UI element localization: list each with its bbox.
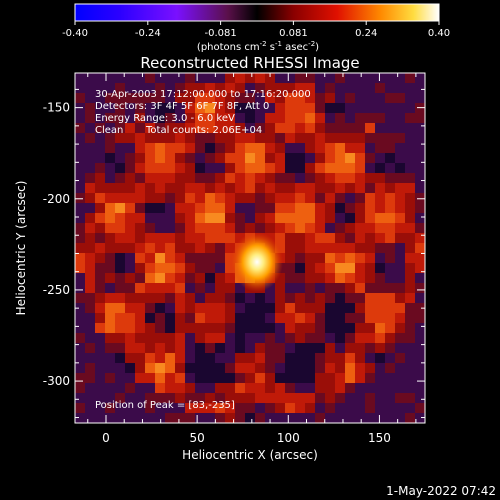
heatmap-image — [75, 73, 425, 423]
x-axis-label: Heliocentric X (arcsec) — [182, 448, 318, 462]
x-tick-label: 0 — [102, 431, 110, 445]
x-tick-label: 100 — [277, 431, 300, 445]
annotation-time: 30-Apr-2003 17:12:00.000 to 17:16:20.000 — [95, 89, 311, 100]
annotation-clean: Clean — [95, 125, 123, 136]
annotation-counts: Total counts: 2.06E+04 — [145, 125, 262, 136]
colorbar-tick-label: -0.24 — [135, 28, 161, 39]
colorbar-tick-label: 0.40 — [428, 28, 450, 39]
colorbar-units: (photons cm-2 s-1 asec-2) — [197, 40, 319, 53]
x-tick-label: 50 — [189, 431, 204, 445]
svg-text:(photons cm-2 s-1 asec-2): (photons cm-2 s-1 asec-2) — [197, 40, 319, 53]
annotations: 30-Apr-2003 17:12:00.000 to 17:16:20.000… — [95, 89, 311, 411]
chart-title: Reconstructed RHESSI Image — [140, 54, 359, 72]
annotation-peak: Position of Peak = [83,-235] — [95, 400, 235, 411]
y-tick-label: -300 — [43, 374, 70, 388]
colorbar-tick-label: 0.081 — [279, 28, 308, 39]
x-tick-label: 150 — [368, 431, 391, 445]
colorbar-tick-label: 0.24 — [355, 28, 377, 39]
peak-source — [231, 232, 283, 292]
colorbar-ticks: -0.40 -0.24 -0.081 0.081 0.24 0.40 — [62, 21, 450, 39]
timestamp: 1-May-2022 07:42 — [386, 484, 496, 498]
x-axis: 0 50 100 150 — [87, 73, 417, 445]
plot-frame — [74, 72, 426, 424]
colorbar — [74, 3, 440, 22]
y-axis-label: Heliocentric Y (arcsec) — [14, 181, 28, 316]
colorbar-tick-label: -0.081 — [204, 28, 236, 39]
y-axis: -150 -200 -250 -300 — [43, 88, 425, 419]
annotation-detectors: Detectors: 3F 4F 5F 6F 7F 8F, Att 0 — [95, 101, 269, 112]
annotation-energy: Energy Range: 3.0 - 6.0 keV — [95, 113, 235, 124]
y-tick-label: -200 — [43, 192, 70, 206]
y-tick-label: -250 — [43, 283, 70, 297]
colorbar-tick-label: -0.40 — [62, 28, 88, 39]
y-tick-label: -150 — [43, 101, 70, 115]
